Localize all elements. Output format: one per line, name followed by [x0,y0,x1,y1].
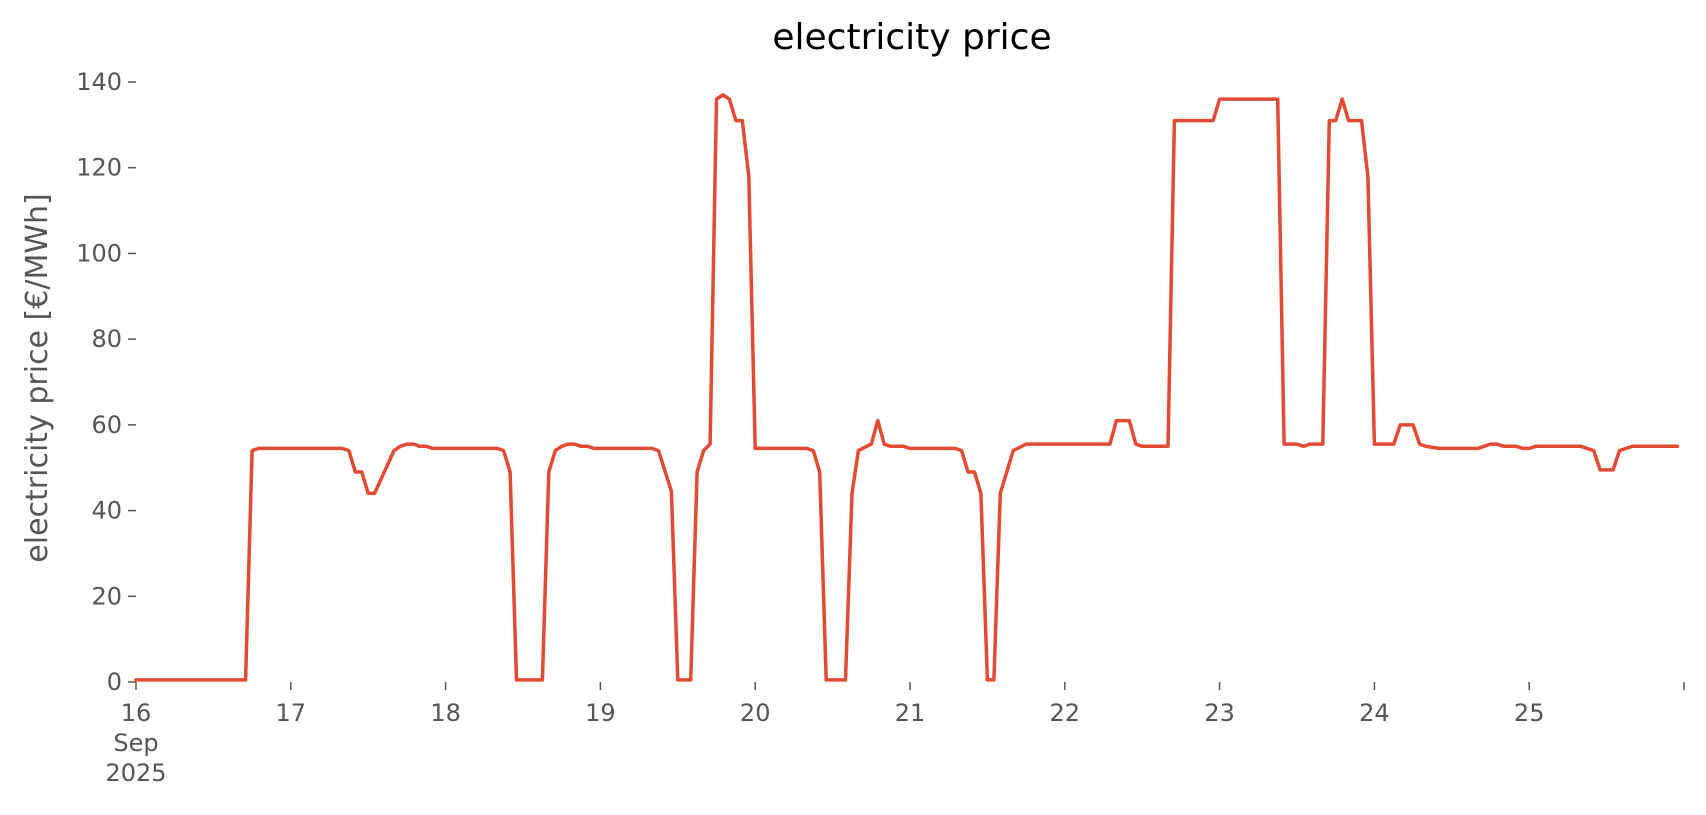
y-tick-label: 80 [91,325,122,353]
x-tick-label: 22 [1050,699,1081,727]
price-series-line [134,93,1680,682]
x-tick-label: 16 [121,699,152,727]
x-tick-label: 20 [740,699,771,727]
y-tick-label: 0 [107,668,122,696]
y-tick-label: 20 [91,582,122,610]
y-axis-label: electricity price [€/MWh] [20,193,55,562]
x-tick-label: 21 [895,699,926,727]
chart-title: electricity price [772,17,1051,58]
x-tick-label: 17 [276,699,307,727]
y-tick-label: 140 [76,68,122,96]
plot-area [134,93,1680,682]
y-tick-label: 60 [91,411,122,439]
x-tick-label: 25 [1514,699,1545,727]
x-tick-sublabel: Sep [113,729,158,757]
x-tick-label: 19 [585,699,616,727]
y-tick-label: 100 [76,239,122,267]
x-tick-label: 18 [430,699,461,727]
x-tick-label: 24 [1359,699,1390,727]
y-tick-label: 40 [91,497,122,525]
y-axis: 0 20 40 60 80 100 120 140 [76,68,136,696]
x-tick-label: 23 [1204,699,1235,727]
y-tick-label: 120 [76,154,122,182]
x-tick-sublabel: 2025 [105,759,166,787]
